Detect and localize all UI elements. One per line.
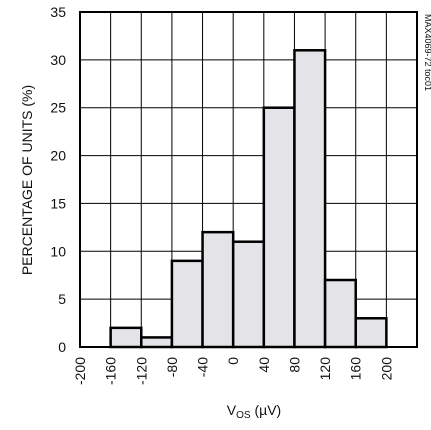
x-tick-label: 200 — [378, 357, 394, 381]
x-axis-label: VOS (µV) — [227, 402, 281, 421]
x-tick-label: 120 — [317, 357, 333, 381]
histogram-bar — [109, 326, 143, 349]
histogram-bar — [262, 106, 296, 349]
y-tick-label: 25 — [50, 100, 66, 116]
histogram-bar — [140, 336, 174, 349]
x-tick-label: -40 — [195, 357, 211, 377]
y-tick-label: 5 — [58, 291, 66, 307]
plot-frame — [79, 11, 418, 348]
x-tick-label: 40 — [256, 357, 272, 373]
x-axis-label-symbol: V — [227, 402, 237, 418]
y-tick-label: 10 — [50, 243, 66, 259]
x-tick-labels: -200 -160 -120 -80 -40 0 40 80 120 160 200 — [72, 357, 394, 385]
x-tick-label: 0 — [225, 357, 241, 365]
x-tick-label: 80 — [286, 357, 302, 373]
y-axis-label: PERCENTAGE OF UNITS (%) — [19, 85, 35, 275]
histogram-bars — [109, 49, 388, 349]
x-tick-label: -160 — [103, 357, 119, 385]
side-label: MAX4069-72 toc01 — [423, 14, 431, 91]
histogram-bar — [293, 49, 327, 349]
y-tick-label: 35 — [50, 4, 66, 20]
x-tick-label: -200 — [72, 357, 88, 385]
y-tick-label: 20 — [50, 148, 66, 164]
histogram-bar — [323, 278, 357, 349]
histogram-bar — [201, 230, 235, 349]
y-tick-label: 0 — [58, 339, 66, 355]
histogram-bar — [231, 240, 266, 349]
x-axis-label-subscript: OS — [236, 410, 251, 421]
y-tick-label: 15 — [50, 195, 66, 211]
x-axis-label-unit: (µV) — [251, 402, 282, 418]
y-tick-labels: 0 5 10 15 20 25 30 35 — [50, 4, 66, 355]
x-tick-label: -80 — [164, 357, 180, 377]
y-tick-label: 30 — [50, 52, 66, 68]
x-tick-label: -120 — [133, 357, 149, 385]
histogram-bar — [170, 259, 204, 349]
histogram-bar — [354, 317, 388, 349]
x-tick-label: 160 — [348, 357, 364, 381]
